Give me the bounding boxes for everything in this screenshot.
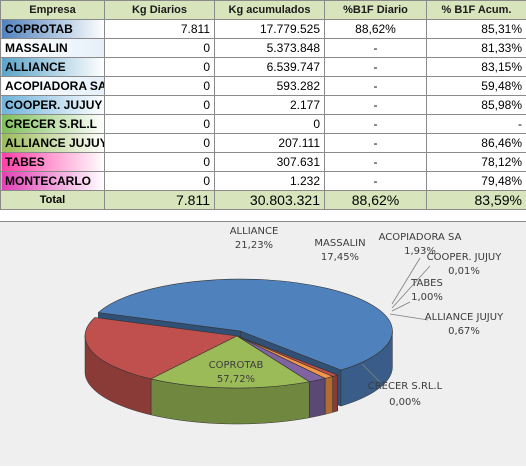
pie-label-value: 0,67% [448, 326, 480, 337]
b1f-acum-cell: 86,46% [427, 134, 526, 153]
pie-label-value: 21,23% [235, 240, 273, 251]
b1f-acum-cell: 78,12% [427, 153, 526, 172]
pie-label-name: TABES [410, 278, 443, 289]
kg-acumulados-cell: 0 [215, 115, 325, 134]
kg-diarios-cell: 0 [105, 134, 215, 153]
pie-label-value: 17,45% [321, 252, 359, 263]
pie-label-name: COOPER. JUJUY [427, 252, 503, 263]
b1f-acum-cell: - [427, 115, 526, 134]
col-header-b1f-acum: % B1F Acum. [427, 1, 526, 20]
b1f-diario-cell: - [325, 115, 427, 134]
company-name-cell: COPROTAB [1, 20, 105, 39]
pie-label-name: ACOPIADORA SA [379, 232, 462, 243]
pie-label: TABES 1,00% [392, 278, 443, 311]
b1f-acum-cell: 83,15% [427, 58, 526, 77]
b1f-acum-cell: 59,48% [427, 77, 526, 96]
b1f-diario-cell: - [325, 134, 427, 153]
total-kg-acumulados-cell: 30.803.321 [215, 191, 325, 210]
col-header-kg-acumulados: Kg acumulados [215, 1, 325, 20]
b1f-diario-cell: - [325, 172, 427, 191]
leader-line [390, 314, 428, 320]
kg-acumulados-cell: 1.232 [215, 172, 325, 191]
pie-label-name: CRECER S.RL.L [368, 381, 443, 392]
company-name-cell: ACOPIADORA SA [1, 77, 105, 96]
b1f-diario-cell: - [325, 153, 427, 172]
b1f-diario-cell: - [325, 77, 427, 96]
b1f-acum-cell: 85,31% [427, 20, 526, 39]
pie-chart: COPROTAB 57,72% ALLIANCE 21,23% MASSALIN 17,4… [0, 222, 526, 467]
pie-chart-area: COPROTAB 57,72% ALLIANCE 21,23% MASSALIN 17,4… [0, 221, 526, 466]
pie-label-value: 0,00% [389, 397, 421, 408]
pie-label: MASSALIN 17,45% [314, 238, 365, 263]
kg-diarios-cell: 0 [105, 153, 215, 172]
company-name-cell: ALLIANCE [1, 58, 105, 77]
b1f-diario-cell: 88,62% [325, 20, 427, 39]
total-kg-diarios-cell: 7.811 [105, 191, 215, 210]
total-label-cell: Total [1, 191, 105, 210]
kg-acumulados-cell: 307.631 [215, 153, 325, 172]
table-header-row: Empresa Kg Diarios Kg acumulados %B1F Di… [1, 1, 526, 20]
pie-label-value: 1,00% [411, 292, 443, 303]
pie-label-value: 0,01% [448, 266, 480, 277]
company-name-cell: COOPER. JUJUY [1, 96, 105, 115]
pie-label: COOPER. JUJUY 0,01% [392, 252, 502, 308]
b1f-diario-cell: - [325, 58, 427, 77]
kg-acumulados-cell: 207.111 [215, 134, 325, 153]
col-header-b1f-diario: %B1F Diario [325, 1, 427, 20]
col-header-kg-diarios: Kg Diarios [105, 1, 215, 20]
kg-diarios-cell: 7.811 [105, 20, 215, 39]
leader-line [392, 302, 410, 311]
kg-diarios-cell: 0 [105, 96, 215, 115]
kg-diarios-cell: 0 [105, 172, 215, 191]
kg-acumulados-cell: 593.282 [215, 77, 325, 96]
company-name-cell: CRECER S.RL.L [1, 115, 105, 134]
b1f-acum-cell: 81,33% [427, 39, 526, 58]
b1f-acum-cell: 85,98% [427, 96, 526, 115]
pie-label: ALLIANCE 21,23% [230, 226, 279, 251]
b1f-diario-cell: - [325, 39, 427, 58]
kg-acumulados-cell: 6.539.747 [215, 58, 325, 77]
pie-label-value: 57,72% [217, 374, 255, 385]
pie-label: ALLIANCE JUJUY 0,67% [390, 312, 504, 337]
b1f-diario-cell: - [325, 96, 427, 115]
kg-acumulados-cell: 5.373.848 [215, 39, 325, 58]
kg-diarios-cell: 0 [105, 39, 215, 58]
company-name-cell: ALLIANCE JUJUY [1, 134, 105, 153]
kg-acumulados-cell: 17.779.525 [215, 20, 325, 39]
data-table: Empresa Kg Diarios Kg acumulados %B1F Di… [0, 0, 526, 210]
pie-label-name: COPROTAB [209, 360, 264, 371]
total-b1f-acum-cell: 83,59% [427, 191, 526, 210]
total-b1f-diario-cell: 88,62% [325, 191, 427, 210]
b1f-acum-cell: 79,48% [427, 172, 526, 191]
pie-label-name: MASSALIN [314, 238, 365, 249]
company-name-cell: MONTECARLO [1, 172, 105, 191]
kg-diarios-cell: 0 [105, 115, 215, 134]
kg-diarios-cell: 0 [105, 58, 215, 77]
pie-label-name: ALLIANCE JUJUY [425, 312, 504, 323]
pie-label-name: ALLIANCE [230, 226, 279, 237]
company-name-cell: TABES [1, 153, 105, 172]
company-name-cell: MASSALIN [1, 39, 105, 58]
kg-acumulados-cell: 2.177 [215, 96, 325, 115]
kg-diarios-cell: 0 [105, 77, 215, 96]
col-header-empresa: Empresa [1, 1, 105, 20]
